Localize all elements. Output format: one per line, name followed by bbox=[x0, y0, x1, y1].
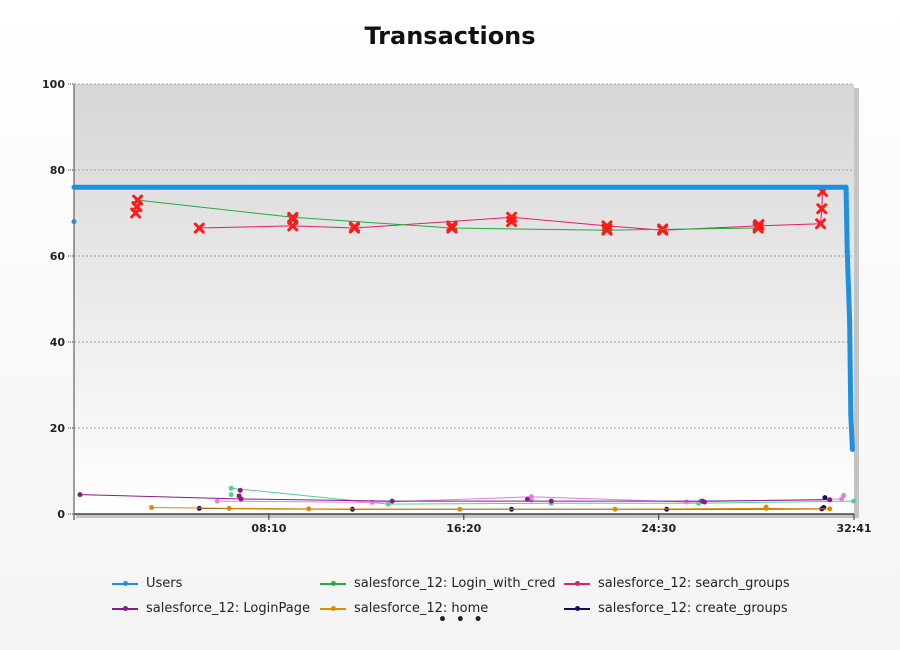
legend-more-indicator[interactable]: • • • bbox=[438, 612, 485, 628]
data-point bbox=[752, 222, 764, 234]
x-tick-label: 16:20 bbox=[446, 522, 481, 535]
x-tick-label: 24:30 bbox=[641, 522, 676, 535]
data-point bbox=[228, 485, 234, 491]
data-point bbox=[385, 501, 391, 507]
data-point bbox=[524, 496, 530, 502]
legend-item[interactable]: salesforce_12: create_groups bbox=[564, 599, 788, 619]
series-1 bbox=[132, 194, 764, 236]
data-point bbox=[237, 487, 243, 493]
legend-swatch bbox=[564, 574, 590, 594]
legend-item[interactable]: salesforce_12: Login_with_cred bbox=[320, 574, 556, 594]
data-point bbox=[701, 499, 707, 505]
data-point bbox=[446, 222, 458, 234]
data-point bbox=[193, 222, 205, 234]
legend-swatch bbox=[112, 599, 138, 619]
data-point bbox=[849, 447, 855, 452]
data-point bbox=[506, 216, 518, 228]
data-point bbox=[389, 498, 395, 504]
y-tick-label: 40 bbox=[50, 336, 66, 349]
series-line bbox=[74, 184, 855, 450]
legend-item[interactable]: salesforce_12: LoginPage bbox=[112, 599, 310, 619]
legend-label: Users bbox=[146, 576, 183, 591]
legend-item[interactable]: Users bbox=[112, 574, 182, 594]
legend-swatch bbox=[320, 574, 346, 594]
legend-label: salesforce_12: Login_with_cred bbox=[354, 576, 556, 591]
x-tick-label: 32:41 bbox=[836, 522, 871, 535]
data-point bbox=[71, 184, 77, 190]
data-point bbox=[815, 218, 827, 230]
data-point bbox=[612, 506, 618, 512]
legend-label: salesforce_12: search_groups bbox=[598, 576, 790, 591]
data-point bbox=[236, 493, 242, 499]
data-point bbox=[228, 492, 234, 498]
data-point bbox=[844, 249, 850, 255]
series-4 bbox=[149, 504, 833, 512]
legend-swatch bbox=[320, 599, 346, 619]
data-point bbox=[77, 492, 83, 498]
data-point bbox=[446, 220, 458, 232]
data-point bbox=[214, 498, 220, 504]
y-tick-label: 20 bbox=[50, 422, 66, 435]
data-point bbox=[149, 505, 155, 511]
legend-item[interactable]: salesforce_12: search_groups bbox=[564, 574, 790, 594]
y-tick-label: 0 bbox=[57, 508, 65, 521]
data-point bbox=[601, 224, 613, 236]
legend-label: salesforce_12: create_groups bbox=[598, 601, 788, 616]
series-3 bbox=[77, 487, 833, 505]
data-point bbox=[848, 412, 854, 418]
legend-swatch bbox=[112, 574, 138, 594]
y-tick-label: 80 bbox=[50, 164, 66, 177]
y-tick-label: 60 bbox=[50, 250, 66, 263]
data-point bbox=[827, 506, 833, 512]
data-point bbox=[847, 318, 853, 323]
legend-swatch bbox=[564, 599, 590, 619]
data-point bbox=[226, 505, 232, 511]
data-point bbox=[841, 493, 847, 499]
legend-label: salesforce_12: home bbox=[354, 601, 489, 616]
data-point bbox=[827, 497, 833, 503]
data-point bbox=[763, 504, 769, 510]
series-line bbox=[79, 494, 830, 502]
x-tick-label: 08:10 bbox=[251, 522, 286, 535]
chart-title: Transactions bbox=[364, 22, 536, 50]
data-point bbox=[684, 499, 690, 505]
series-line bbox=[199, 191, 824, 231]
y-tick-label: 100 bbox=[42, 78, 65, 91]
legend-item[interactable]: salesforce_12: home bbox=[320, 599, 488, 619]
data-point bbox=[287, 211, 299, 223]
data-point bbox=[457, 506, 463, 512]
data-point bbox=[843, 184, 849, 190]
data-point bbox=[851, 498, 857, 504]
data-point bbox=[71, 219, 77, 225]
data-point bbox=[548, 498, 554, 504]
data-point bbox=[528, 494, 534, 500]
data-point bbox=[348, 221, 360, 233]
data-point bbox=[816, 203, 828, 215]
data-point bbox=[822, 495, 828, 501]
series-0 bbox=[71, 184, 855, 452]
data-point bbox=[287, 213, 299, 225]
legend-label: salesforce_12: LoginPage bbox=[146, 601, 310, 616]
plot-area bbox=[74, 84, 854, 514]
data-point bbox=[306, 506, 312, 512]
data-point bbox=[130, 207, 142, 219]
data-point bbox=[132, 194, 144, 206]
